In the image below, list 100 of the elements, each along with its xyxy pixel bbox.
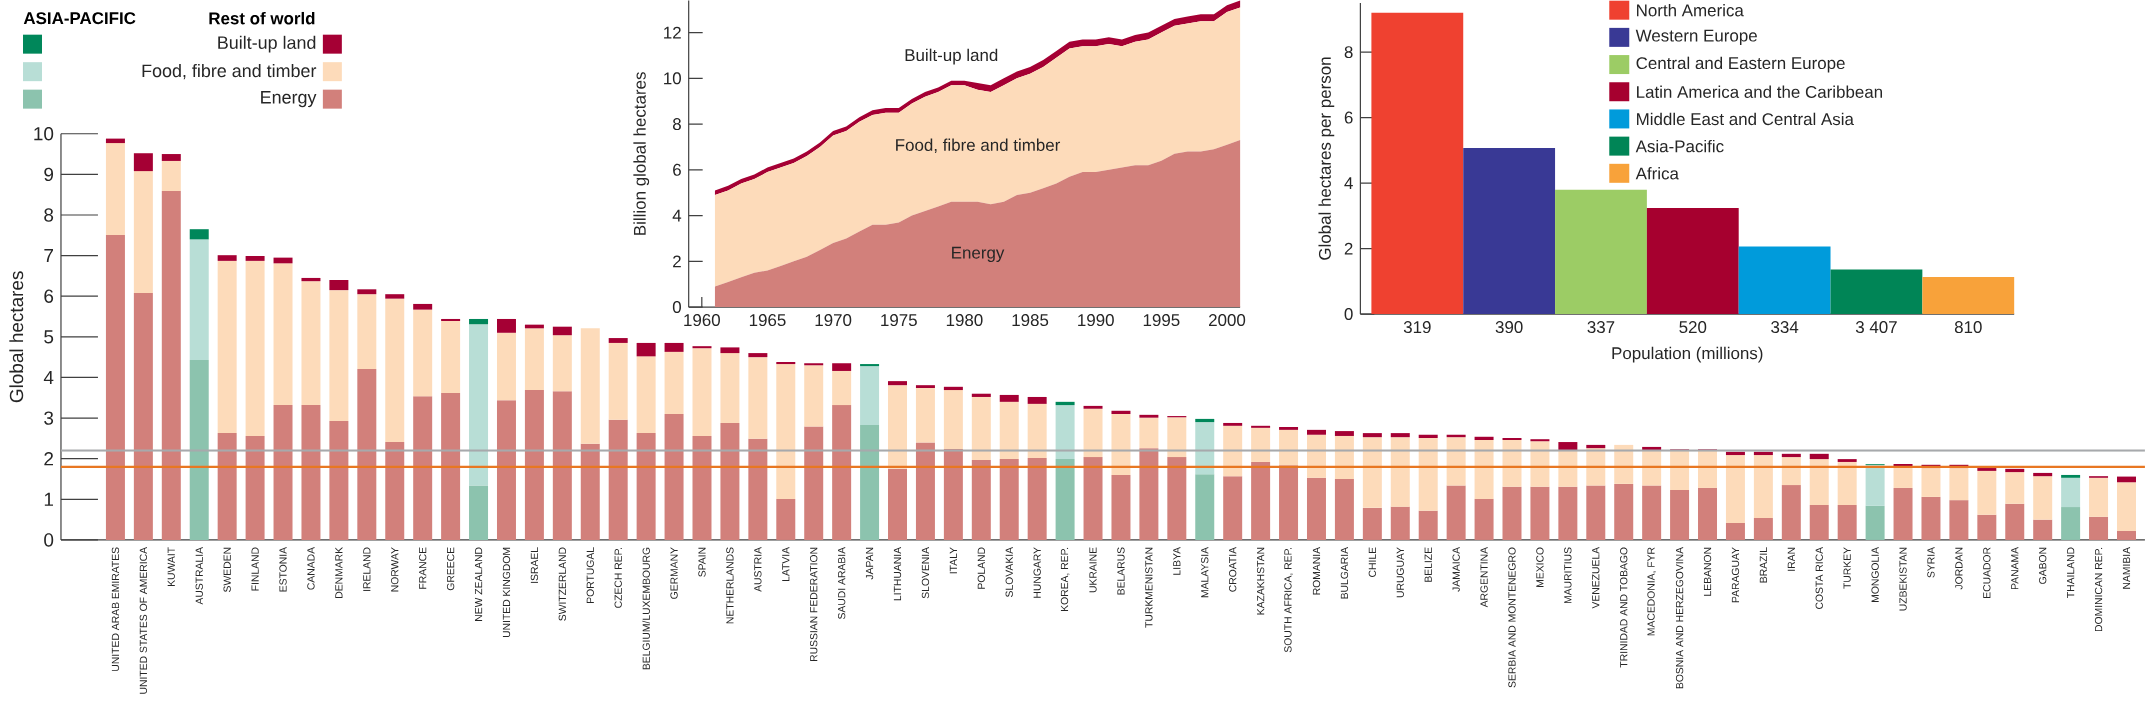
x-tick-label: ITALY: [949, 547, 957, 574]
x-tick-label: NEW ZEALAND: [474, 547, 483, 622]
x-tick-label: SWEDEN: [223, 547, 231, 593]
legend-label: Middle East and Central Asia: [1637, 112, 1854, 126]
x-tick-label: 1975: [881, 314, 917, 327]
y-tick-label: 8: [1344, 46, 1353, 59]
x-tick-label: MONGOLIA: [1871, 547, 1879, 603]
x-tick-label: 1965: [749, 314, 786, 327]
y-tick-label: 6: [673, 163, 681, 176]
x-tick-label: AUSTRIA: [754, 547, 762, 592]
x-tick-label: THAILAND: [2067, 547, 2075, 599]
series-label: Energy: [952, 246, 1005, 263]
x-tick-label: NORWAY: [391, 547, 399, 592]
x-tick-label: SOUTH AFRICA, REP.: [1284, 547, 1293, 653]
x-tick-label: MAURITIUS: [1564, 547, 1572, 604]
x-tick-label: UNITED KINGDOM: [502, 547, 511, 638]
x-tick-label: UNITED STATES OF AMERICA: [139, 547, 148, 694]
x-tick-label: SYRIA: [1927, 547, 1935, 578]
legend-label: Africa: [1635, 167, 1679, 180]
x-tick-label: COSTA RICA: [1815, 547, 1823, 610]
x-tick-label: 334: [1771, 321, 1799, 334]
x-tick-label: SAUDI ARABIA: [837, 547, 846, 620]
y-tick-label: 10: [34, 127, 54, 141]
legend-label: Central and Eastern Europe: [1636, 56, 1845, 73]
x-tick-label: 1960: [684, 314, 720, 327]
legend-label: Western Europe: [1635, 29, 1757, 45]
y-tick-label: 5: [44, 330, 54, 344]
y-tick-label: 0: [44, 533, 54, 547]
x-tick-label: URUGUAY: [1396, 547, 1404, 598]
legend-label: Energy: [261, 91, 317, 108]
y-tick-label: 4: [1344, 177, 1353, 189]
y-tick-label: 2: [44, 452, 53, 466]
text: Rest of world: [209, 12, 315, 25]
series-label: Food, fibre and timber: [896, 138, 1061, 154]
x-tick-label: TURKEY: [1843, 547, 1851, 589]
x-tick-label: FINLAND: [251, 547, 259, 591]
x-tick-label: SPAIN: [698, 547, 706, 577]
x-tick-label: UNITED ARAB EMIRATES: [111, 547, 120, 671]
x-tick-label: PORTUGAL: [586, 547, 594, 603]
y-tick-label: 8: [44, 208, 54, 222]
x-tick-label: SWITZERLAND: [558, 547, 566, 621]
y-tick-label: 7: [44, 249, 53, 263]
legend-label: Food, fibre and timber: [142, 64, 317, 80]
x-tick-label: DENMARK: [335, 547, 343, 598]
x-tick-label: BOSNIA AND HERZEGOVINA: [1675, 547, 1684, 689]
x-tick-label: RUSSIAN FEDERATION: [810, 547, 818, 662]
y-tick-label: 9: [44, 167, 54, 182]
x-tick-label: KUWAIT: [167, 547, 175, 587]
x-tick-label: UKRAINE: [1089, 547, 1097, 593]
x-tick-label: BELARUS: [1117, 547, 1125, 595]
x-tick-label: KOREA, REP.: [1060, 547, 1070, 612]
x-tick-label: BELGIUM/LUXEMBOURG: [642, 547, 650, 670]
y-tick-label: 2: [673, 255, 681, 268]
x-tick-label: MEXICO: [1536, 547, 1544, 588]
legend-label: North America: [1637, 4, 1744, 17]
x-tick-label: LEBANON: [1703, 547, 1712, 596]
x-tick-label: BRAZIL: [1759, 547, 1767, 583]
x-tick-label: 810: [1954, 321, 1982, 334]
x-tick-label: GERMANY: [670, 547, 678, 599]
x-tick-label: SERBIA AND MONTENEGRO: [1508, 547, 1516, 688]
x-tick-label: ESTONIA: [279, 547, 287, 592]
y-tick-label: 0: [1344, 308, 1353, 321]
x-tick-label: GREECE: [446, 547, 455, 591]
x-tick-label: JORDAN: [1955, 547, 1963, 590]
y-axis-title: Global hectares: [9, 271, 24, 403]
series-label: Built-up land: [905, 48, 998, 65]
y-tick-label: 1: [44, 492, 53, 506]
x-tick-label: 1990: [1078, 314, 1114, 327]
y-tick-label: 3: [44, 411, 54, 425]
x-tick-label: DOMINICAN REP.: [2094, 547, 2103, 632]
x-tick-label: CANADA: [307, 547, 315, 590]
x-tick-label: CZECH REP.: [614, 547, 622, 608]
x-tick-label: ECUADOR: [1983, 547, 1991, 598]
x-tick-label: LITHUANIA: [893, 547, 902, 601]
y-axis-title: Billion global hectares: [633, 72, 650, 235]
x-tick-label: CROATIA: [1229, 547, 1237, 592]
x-tick-label: HUNGARY: [1033, 547, 1041, 598]
x-tick-label: IRAN: [1787, 547, 1795, 571]
x-tick-label: 1980: [946, 314, 983, 327]
x-tick-label: PARAGUAY: [1731, 547, 1740, 603]
y-tick-label: 6: [44, 289, 54, 303]
x-tick-label: ROMANIA: [1312, 547, 1321, 595]
y-tick-label: 12: [664, 26, 681, 39]
x-tick-label: UZBEKISTAN: [1899, 547, 1907, 611]
x-tick-label: JAPAN: [865, 547, 874, 580]
x-tick-label: 1970: [815, 314, 852, 327]
x-tick-label: MACEDONIA, FYR: [1647, 547, 1656, 636]
x-tick-label: NETHERLANDS: [726, 547, 734, 624]
x-tick-label: VENEZUELA: [1592, 547, 1600, 609]
x-tick-label: SLOVAKIA: [1005, 547, 1013, 598]
y-tick-label: 4: [672, 209, 682, 222]
x-tick-label: 1985: [1012, 314, 1049, 327]
y-tick-label: 2: [1344, 242, 1353, 255]
x-tick-label: TRINIDAD AND TOBAGO: [1620, 547, 1628, 668]
x-tick-label: 3 407: [1855, 321, 1897, 334]
x-tick-label: GABON: [2039, 547, 2047, 584]
x-tick-label: SLOVENIA: [921, 547, 930, 599]
x-tick-label: IRELAND: [363, 547, 371, 591]
legend-label: Asia-Pacific: [1635, 139, 1724, 153]
x-tick-label: 1995: [1143, 314, 1180, 327]
